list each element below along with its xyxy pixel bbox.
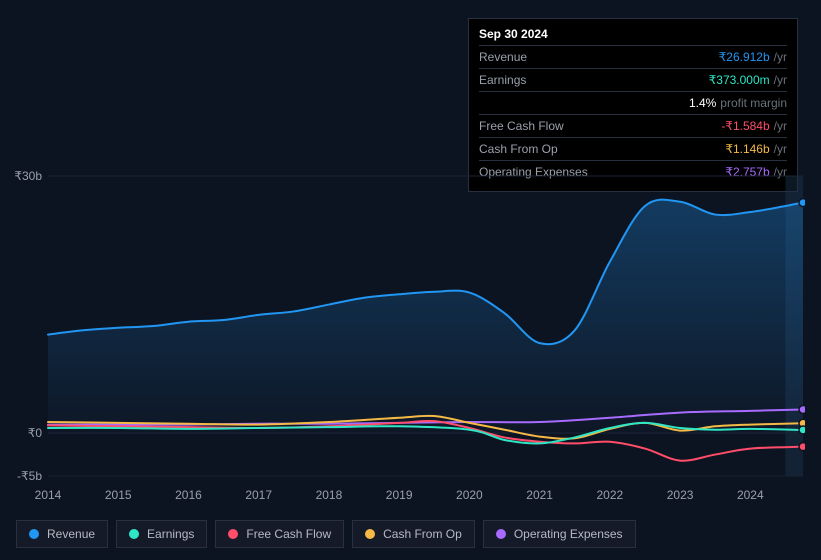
legend-label: Cash From Op <box>383 527 462 541</box>
x-axis-label: 2017 <box>245 488 272 502</box>
tooltip-label: Cash From Op <box>479 142 558 156</box>
tooltip-suffix: /yr <box>774 73 787 87</box>
tooltip-suffix: /yr <box>774 119 787 133</box>
legend-swatch <box>365 529 375 539</box>
x-axis-label: 2014 <box>35 488 62 502</box>
legend-item-earnings[interactable]: Earnings <box>116 520 207 548</box>
tooltip-value: ₹373.000m <box>709 73 770 87</box>
legend-swatch <box>29 529 39 539</box>
y-axis-label: ₹0 <box>28 426 42 440</box>
legend-item-free-cash-flow[interactable]: Free Cash Flow <box>215 520 344 548</box>
legend-item-revenue[interactable]: Revenue <box>16 520 108 548</box>
x-axis-label: 2024 <box>737 488 764 502</box>
legend-swatch <box>228 529 238 539</box>
tooltip-value: -₹1.584b <box>721 119 769 133</box>
tooltip-value: ₹26.912b <box>719 50 770 64</box>
legend-label: Earnings <box>147 527 194 541</box>
tooltip-row: Earnings ₹373.000m /yr <box>479 68 787 91</box>
tooltip-suffix: /yr <box>774 142 787 156</box>
tooltip-suffix: /yr <box>774 50 787 64</box>
tooltip-value: 1.4% <box>689 96 716 110</box>
legend-item-operating-expenses[interactable]: Operating Expenses <box>483 520 636 548</box>
tooltip-value: ₹1.146b <box>725 142 769 156</box>
tooltip-suffix: profit margin <box>720 96 787 110</box>
legend-item-cash-from-op[interactable]: Cash From Op <box>352 520 475 548</box>
x-axis-label: 2019 <box>386 488 413 502</box>
legend-label: Free Cash Flow <box>246 527 331 541</box>
legend-label: Revenue <box>47 527 95 541</box>
financial-chart[interactable]: ₹30b ₹0 -₹5b 2014 2015 2016 2017 2018 2019 2020 20… <box>16 158 805 510</box>
x-axis-label: 2023 <box>667 488 694 502</box>
tooltip-date: Sep 30 2024 <box>479 27 787 45</box>
tooltip-row: Free Cash Flow -₹1.584b /yr <box>479 114 787 137</box>
tooltip-row: 1.4% profit margin <box>479 91 787 114</box>
legend-swatch <box>496 529 506 539</box>
tooltip-row: Revenue ₹26.912b /yr <box>479 45 787 68</box>
x-axis-label: 2018 <box>316 488 343 502</box>
tooltip-label: Free Cash Flow <box>479 119 564 133</box>
tooltip-label: Revenue <box>479 50 527 64</box>
tooltip-row: Cash From Op ₹1.146b /yr <box>479 137 787 160</box>
y-axis-label: ₹30b <box>14 169 42 183</box>
legend-swatch <box>129 529 139 539</box>
chart-legend: Revenue Earnings Free Cash Flow Cash From O… <box>16 520 636 548</box>
x-axis-label: 2021 <box>526 488 553 502</box>
y-axis-label: -₹5b <box>17 469 42 483</box>
x-axis-label: 2016 <box>175 488 202 502</box>
x-axis-label: 2020 <box>456 488 483 502</box>
x-axis-label: 2015 <box>105 488 132 502</box>
tooltip-label: Earnings <box>479 73 526 87</box>
legend-label: Operating Expenses <box>514 527 623 541</box>
x-axis-label: 2022 <box>597 488 624 502</box>
